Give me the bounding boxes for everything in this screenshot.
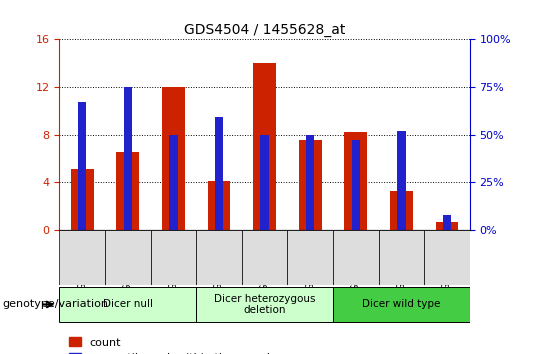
Bar	[162, 87, 185, 230]
Bar	[170, 135, 178, 230]
Bar	[215, 117, 223, 230]
Bar	[71, 169, 93, 230]
Bar	[253, 63, 276, 230]
FancyBboxPatch shape	[196, 287, 333, 322]
FancyBboxPatch shape	[333, 230, 379, 285]
Bar	[443, 215, 451, 230]
Bar	[260, 135, 269, 230]
FancyBboxPatch shape	[287, 230, 333, 285]
FancyBboxPatch shape	[379, 230, 424, 285]
Bar	[352, 140, 360, 230]
Bar	[390, 191, 413, 230]
Text: Dicer wild type: Dicer wild type	[362, 299, 441, 309]
Bar	[124, 87, 132, 230]
Bar	[117, 153, 139, 230]
Title: GDS4504 / 1455628_at: GDS4504 / 1455628_at	[184, 23, 345, 36]
Legend: count, percentile rank within the sample: count, percentile rank within the sample	[65, 333, 282, 354]
Bar	[306, 135, 314, 230]
FancyBboxPatch shape	[424, 230, 470, 285]
Text: genotype/variation: genotype/variation	[3, 299, 109, 309]
FancyBboxPatch shape	[151, 230, 196, 285]
Bar	[345, 132, 367, 230]
Bar	[436, 222, 458, 230]
Bar	[397, 131, 406, 230]
Bar	[207, 181, 231, 230]
FancyBboxPatch shape	[59, 287, 196, 322]
Text: Dicer null: Dicer null	[103, 299, 153, 309]
FancyBboxPatch shape	[242, 230, 287, 285]
FancyBboxPatch shape	[196, 230, 242, 285]
Bar	[299, 141, 322, 230]
Bar	[78, 102, 86, 230]
Text: Dicer heterozygous
deletion: Dicer heterozygous deletion	[214, 293, 315, 315]
FancyBboxPatch shape	[333, 287, 470, 322]
FancyBboxPatch shape	[59, 230, 105, 285]
FancyBboxPatch shape	[105, 230, 151, 285]
